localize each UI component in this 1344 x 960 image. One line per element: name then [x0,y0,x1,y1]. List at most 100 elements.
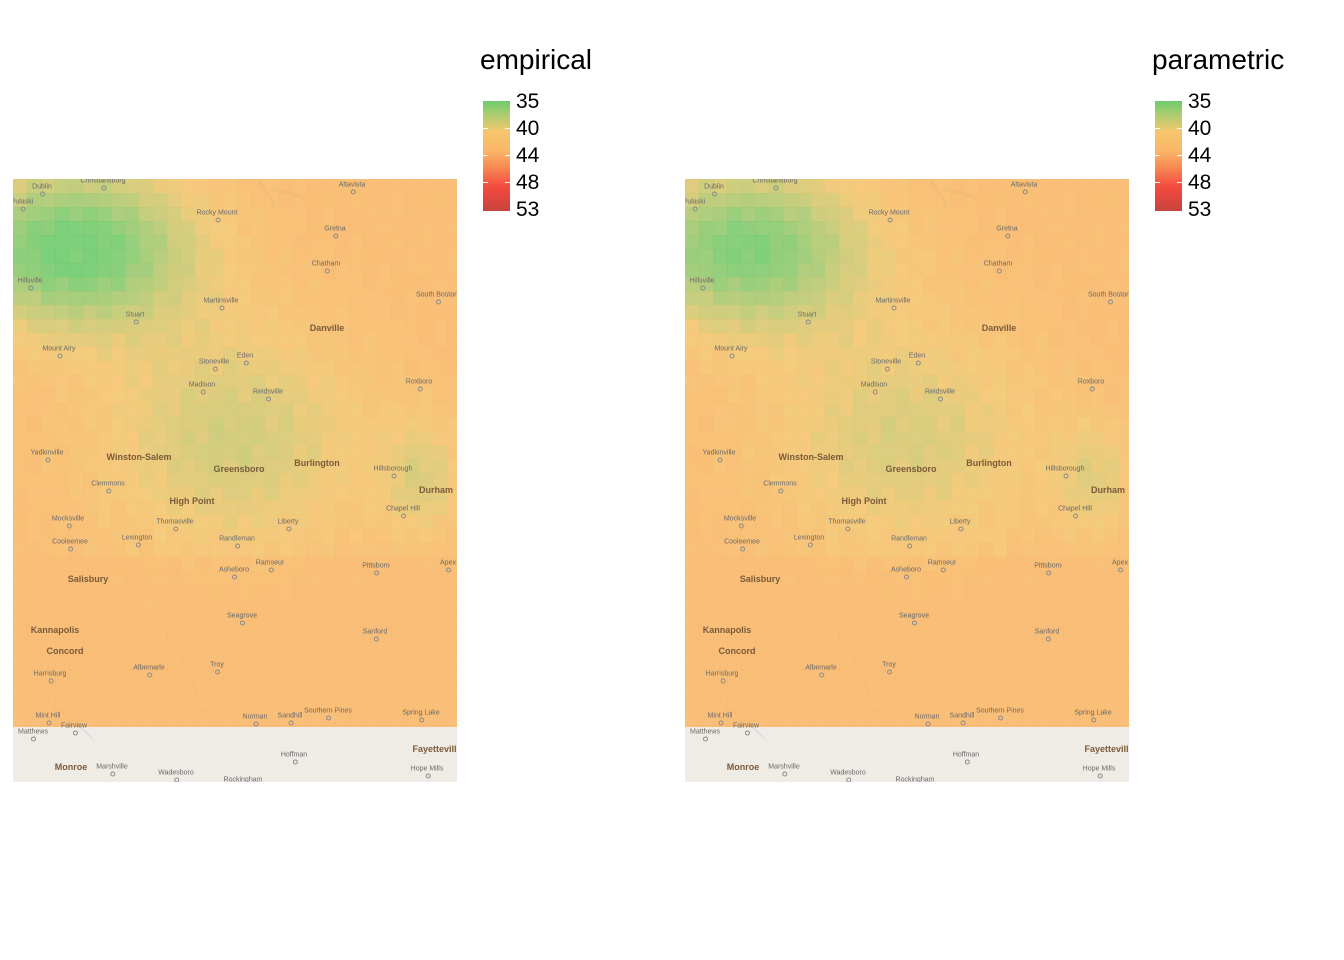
heatmap-cell [1105,193,1120,208]
heatmap-cell [937,193,952,208]
heatmap-cell [839,571,854,586]
heatmap-cell [727,403,742,418]
heatmap-cell [685,417,700,432]
heatmap-cell [363,291,378,306]
heatmap-cell [307,613,322,628]
heatmap-cell [265,249,280,264]
heatmap-cell [13,627,28,642]
heatmap-cell [1063,235,1078,250]
heatmap-cell [853,417,868,432]
heatmap-cell [167,711,182,726]
heatmap-cell [1049,445,1064,460]
place-label: Stoneville [870,358,902,372]
heatmap-cell [741,473,756,488]
heatmap-cell [433,249,448,264]
heatmap-cell [55,683,70,698]
heatmap-cell [685,263,700,278]
heatmap-cell [363,221,378,236]
heatmap-cell [405,501,420,516]
heatmap-cell [265,683,280,698]
heatmap-cell [391,207,406,222]
heatmap-cell [279,277,294,292]
heatmap-cell [139,445,154,460]
heatmap-cell [699,473,714,488]
heatmap-cell [1049,627,1064,642]
heatmap-cell [993,249,1008,264]
heatmap-cell [139,333,154,348]
heatmap-cell [769,361,784,376]
heatmap-cell [195,193,210,208]
heatmap-cell [867,627,882,642]
heatmap-cell [13,543,28,558]
heatmap-cell [167,333,182,348]
heatmap-cell [937,277,952,292]
heatmap-cell [755,179,770,194]
heatmap-cell [1021,445,1036,460]
heatmap-cell [405,585,420,600]
heatmap-cell [1091,389,1106,404]
heatmap-cell [167,683,182,698]
heatmap-cell [1119,585,1129,600]
heatmap-cell [55,501,70,516]
heatmap-cell [979,347,994,362]
heatmap-cell [321,249,336,264]
heatmap-cell [279,319,294,334]
heatmap-cell [951,319,966,334]
heatmap-cell [713,711,728,726]
heatmap-cell [755,613,770,628]
heatmap-cell [41,417,56,432]
heatmap-cell [937,655,952,670]
heatmap-cell [223,473,238,488]
heatmap-cell [867,263,882,278]
heatmap-cell [139,179,154,194]
heatmap-cell [69,305,84,320]
heatmap-cell [699,599,714,614]
heatmap-cell [69,473,84,488]
heatmap-cell [979,249,994,264]
heatmap-cell [307,641,322,656]
heatmap-cell [13,179,28,194]
heatmap-cell [1119,571,1129,586]
legend-title: parametric [1152,44,1285,75]
heatmap-cell [853,319,868,334]
heatmap-cell [27,697,42,712]
heatmap-cell [769,543,784,558]
heatmap-cell [13,291,28,306]
heatmap-cell [447,235,457,250]
heatmap-cell [825,235,840,250]
heatmap-cell [363,319,378,334]
heatmap-cell [1007,389,1022,404]
heatmap-cell [307,179,322,194]
heatmap-cell [335,193,350,208]
heatmap-cell [881,249,896,264]
heatmap-cell [713,641,728,656]
heatmap-cell [405,571,420,586]
heatmap-cell [839,305,854,320]
heatmap-cell [1007,291,1022,306]
heatmap-cell [125,669,140,684]
heatmap-cell [139,375,154,390]
heatmap-cell [769,627,784,642]
heatmap-cell [685,725,700,727]
heatmap-cell [391,599,406,614]
heatmap-cell [111,235,126,250]
heatmap-cell [447,431,457,446]
heatmap-cell [699,235,714,250]
heatmap-cell [223,221,238,236]
heatmap-cell [1049,669,1064,684]
heatmap-cell [209,473,224,488]
heatmap-cell [447,389,457,404]
heatmap-cell [447,417,457,432]
heatmap-cell [125,431,140,446]
heatmap-cell [979,445,994,460]
heatmap-cell [811,501,826,516]
heatmap-cell [265,515,280,530]
heatmap-cell [881,473,896,488]
heatmap-cell [307,333,322,348]
heatmap-cell [293,711,308,726]
heatmap-cell [741,361,756,376]
heatmap-cell [405,683,420,698]
heatmap-cell [853,515,868,530]
place-label: Hope Mills [1082,765,1116,779]
heatmap-cell [405,473,420,488]
